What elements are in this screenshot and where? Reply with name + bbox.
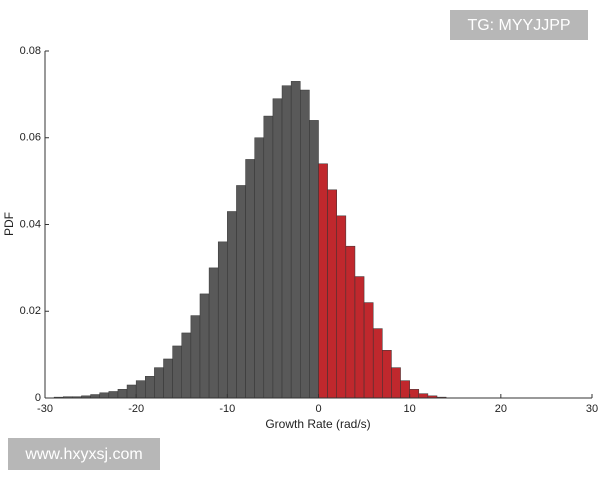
bar xyxy=(281,85,292,399)
bar xyxy=(300,89,310,399)
bar xyxy=(117,389,128,399)
bar xyxy=(227,211,237,399)
x-tick-label: -10 xyxy=(219,403,235,415)
bar xyxy=(199,293,210,399)
bar xyxy=(145,376,155,399)
x-tick-label: 0 xyxy=(315,403,321,415)
bar xyxy=(400,380,410,399)
y-axis-label: PDF xyxy=(2,212,16,236)
x-tick-label: -30 xyxy=(37,403,53,415)
bar xyxy=(418,393,429,399)
bar xyxy=(208,267,219,399)
bar xyxy=(190,315,201,399)
x-tick-label: 20 xyxy=(495,403,507,415)
bar xyxy=(354,276,365,399)
bar xyxy=(163,358,173,399)
bar xyxy=(382,350,392,399)
x-tick-label: 10 xyxy=(404,403,416,415)
bar xyxy=(254,137,265,399)
bar xyxy=(409,389,420,399)
bar xyxy=(245,159,255,399)
x-tick-label: 30 xyxy=(586,403,598,415)
bar xyxy=(363,302,374,399)
bar xyxy=(391,367,401,399)
y-tick-label: 0.04 xyxy=(20,218,41,230)
bar xyxy=(272,98,283,399)
bar xyxy=(318,163,328,399)
bar xyxy=(290,81,301,399)
bar xyxy=(99,392,110,399)
bar xyxy=(172,345,182,399)
watermark: www.hxyxsj.com xyxy=(24,446,142,463)
bar xyxy=(154,367,164,399)
y-tick-label: 0.02 xyxy=(20,305,41,317)
bar xyxy=(345,245,356,399)
bar xyxy=(126,384,137,399)
bar xyxy=(181,332,192,399)
bar xyxy=(217,241,228,399)
y-tick-label: 0.08 xyxy=(20,45,41,57)
bar xyxy=(372,328,383,399)
x-tick-label: -20 xyxy=(128,403,144,415)
y-tick-label: 0.06 xyxy=(20,132,41,144)
bar xyxy=(263,115,274,399)
bar xyxy=(336,215,347,399)
watermark: TG: MYYJJPP xyxy=(467,17,570,34)
bar xyxy=(108,391,119,399)
bar xyxy=(236,185,246,399)
y-tick-label: 0 xyxy=(35,392,41,404)
x-axis-label: Growth Rate (rad/s) xyxy=(265,417,370,431)
bar xyxy=(135,380,146,399)
bar xyxy=(90,394,100,399)
watermark-box xyxy=(450,10,588,40)
watermark-box xyxy=(8,438,160,470)
bar xyxy=(327,189,337,399)
bar xyxy=(309,120,319,399)
